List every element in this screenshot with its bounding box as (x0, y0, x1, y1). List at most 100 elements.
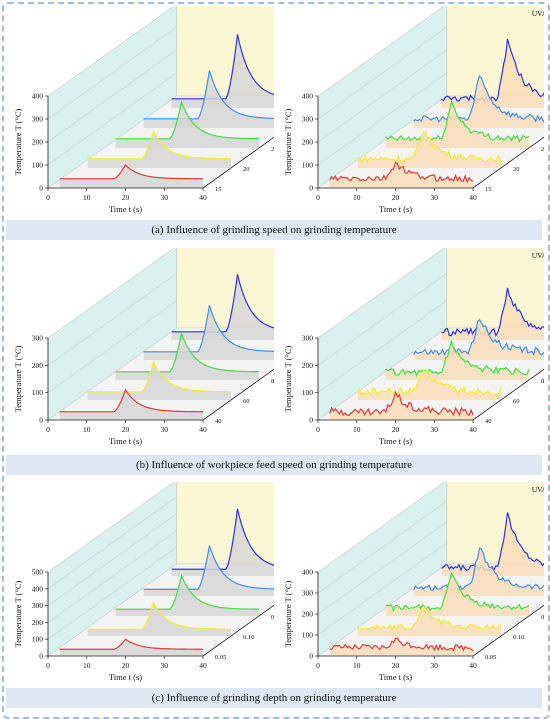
y-tick-label: 0 (309, 652, 313, 661)
x-tick-label: 0 (46, 661, 50, 670)
x-tick-label: 20 (392, 193, 400, 202)
depth-tick-label: 15 (215, 186, 222, 193)
series-line (59, 164, 204, 180)
y-tick-label: 400 (32, 584, 44, 593)
y-tick-label: 200 (32, 138, 44, 147)
y-tick-label: 0 (309, 184, 313, 193)
x-tick-label: 10 (353, 661, 361, 670)
grid-line (317, 273, 447, 366)
series-fill (441, 287, 544, 340)
depth-tick-label: 0.15 (271, 614, 274, 621)
x-tick-label: 0 (316, 425, 320, 434)
y-tick-label: 400 (302, 92, 314, 101)
series-line (413, 318, 544, 358)
depth-tick-label: 25 (541, 146, 544, 153)
grid-line (317, 327, 447, 421)
caption-c-text: (c) Influence of grinding depth on grind… (151, 692, 397, 704)
grid-line (317, 49, 447, 143)
grid-line (317, 72, 447, 166)
series-line (87, 600, 232, 630)
series-fill (385, 341, 529, 380)
x-tick-label: 30 (161, 661, 169, 670)
series-line (171, 508, 274, 570)
grid-line (47, 49, 177, 143)
x-axis-label: Time t (s) (379, 672, 412, 682)
x-tick-label: 20 (392, 425, 400, 434)
chart-title: UVAG-HGPW-MQL (532, 9, 544, 18)
depth-tick-label: 80 (271, 378, 274, 385)
x-tick-label: 40 (199, 661, 207, 670)
x-tick-label: 40 (469, 661, 477, 670)
series-fill (115, 333, 259, 380)
series-fill (143, 305, 274, 360)
grid-line (47, 6, 175, 97)
series-fill (59, 639, 203, 656)
y-tick-label: 400 (302, 568, 314, 577)
grid-line (317, 521, 447, 615)
series-fill (385, 573, 529, 616)
grid-line (47, 300, 177, 393)
y-tick-label: 0 (39, 652, 43, 661)
back-wall (446, 482, 544, 565)
grid-line (317, 6, 445, 97)
y-tick-label: 100 (32, 388, 44, 397)
grid-line (47, 327, 177, 421)
grid-line (317, 500, 447, 594)
grid-line (47, 248, 175, 339)
chart-title: UVAG-HGPW-MQL (532, 251, 544, 260)
caption-c: (c) Influence of grinding depth on grind… (6, 688, 542, 708)
x-axis-label: Time t (s) (379, 204, 412, 214)
y-tick-label: 100 (32, 635, 44, 644)
back-wall (446, 6, 544, 97)
z-axis (472, 604, 544, 657)
grid-line (47, 563, 177, 657)
series-line (115, 331, 260, 373)
depth-tick-label: 15 (485, 186, 492, 193)
depth-tick-label: 20 (513, 166, 520, 173)
series-line (87, 360, 232, 393)
y-axis-label: Temperature T (°C) (283, 108, 293, 175)
grid-line (317, 300, 447, 393)
x-tick-label: 40 (469, 425, 477, 434)
depth-tick-label: 60 (513, 398, 520, 405)
y-tick-label: 400 (32, 92, 44, 101)
z-axis (202, 604, 274, 657)
series-line (357, 368, 502, 397)
series-line (87, 129, 232, 160)
series-line (115, 99, 260, 140)
x-tick-label: 0 (46, 425, 50, 434)
series-fill (413, 319, 544, 360)
grid-line (317, 95, 447, 189)
series-line (329, 390, 474, 417)
back-wall (176, 6, 274, 97)
z-axis (202, 136, 274, 189)
series-fill (329, 638, 473, 656)
y-axis-label: Temperature T (°C) (283, 580, 293, 647)
chart-b-uvag: 1201008060400102030400100200300Time t (s… (283, 248, 544, 446)
depth-tick-label: 25 (271, 146, 274, 153)
grid-line (47, 546, 177, 640)
series-fill (59, 389, 203, 420)
depth-tick-label: 0.15 (541, 614, 544, 621)
z-axis (472, 368, 544, 421)
back-wall (176, 248, 274, 329)
series-fill (87, 602, 231, 636)
x-tick-label: 20 (392, 661, 400, 670)
x-tick-label: 40 (199, 425, 207, 434)
series-fill (171, 274, 274, 340)
series-line (143, 70, 274, 120)
y-tick-label: 0 (39, 184, 43, 193)
series-fill (441, 512, 544, 576)
x-tick-label: 0 (316, 661, 320, 670)
depth-tick-label: 80 (541, 378, 544, 385)
x-tick-label: 30 (431, 193, 439, 202)
grid-line (47, 513, 177, 606)
series-fill (59, 165, 203, 188)
x-axis-label: Time t (s) (109, 436, 142, 446)
y-axis-label: Temperature T (°C) (283, 345, 293, 412)
y-tick-label: 200 (32, 618, 44, 627)
x-tick-label: 20 (122, 425, 130, 434)
y-tick-label: 300 (302, 589, 314, 598)
y-tick-label: 300 (32, 115, 44, 124)
series-line (143, 305, 274, 353)
